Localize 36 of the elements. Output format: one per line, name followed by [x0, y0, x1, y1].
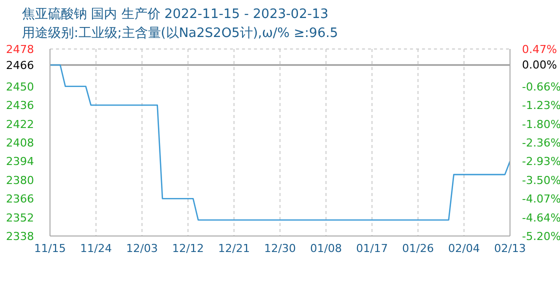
y2-tick-label: -1.23%: [522, 99, 560, 112]
chart-title: 焦亚硫酸钠 国内 生产价 2022-11-15 - 2023-02-13: [22, 6, 328, 23]
y-tick-label: 2450: [6, 80, 34, 94]
y2-tick-label: -3.50%: [522, 174, 560, 187]
y2-tick-label: -5.20%: [522, 230, 560, 243]
x-tick-label: 01/17: [356, 242, 388, 255]
x-tick-label: 11/24: [80, 242, 112, 255]
y2-tick-label: -4.64%: [522, 212, 560, 225]
y-tick-label: 2338: [6, 230, 34, 243]
y-tick-label: 2394: [6, 155, 34, 168]
x-tick-label: 12/03: [126, 242, 158, 255]
y-tick-label: 2366: [6, 192, 34, 206]
y-tick-label: 2422: [6, 118, 34, 131]
y-tick-label: 2408: [6, 136, 34, 150]
x-tick-label: 11/15: [34, 242, 66, 255]
x-tick-label: 12/30: [264, 242, 296, 255]
y2-tick-label: -4.07%: [522, 192, 560, 206]
x-tick-label: 01/08: [310, 242, 342, 255]
line-series: [50, 64, 510, 221]
y2-tick-label: 0.47%: [522, 43, 557, 56]
y2-tick-label: -1.80%: [522, 118, 560, 131]
y-tick-label: 2478: [6, 43, 34, 56]
y-tick-label: 2436: [6, 99, 34, 112]
x-tick-label: 02/13: [494, 242, 526, 255]
y2-tick-label: 0.00%: [522, 58, 557, 72]
y-tick-label: 2380: [6, 174, 34, 187]
y-tick-label: 2466: [6, 59, 34, 72]
x-tick-label: 12/21: [218, 242, 250, 255]
chart-subtitle: 用途级别:工业级;主含量(以Na2S2O5计),ω/% ≥:96.5: [22, 25, 338, 42]
y2-tick-label: -2.36%: [522, 136, 560, 150]
y2-tick-label: -2.93%: [522, 155, 560, 168]
y2-tick-label: -0.66%: [522, 80, 560, 94]
x-tick-label: 02/04: [448, 242, 480, 255]
x-tick-label: 12/12: [172, 242, 204, 255]
x-tick-label: 01/26: [402, 242, 434, 255]
y-tick-label: 2352: [6, 211, 34, 224]
